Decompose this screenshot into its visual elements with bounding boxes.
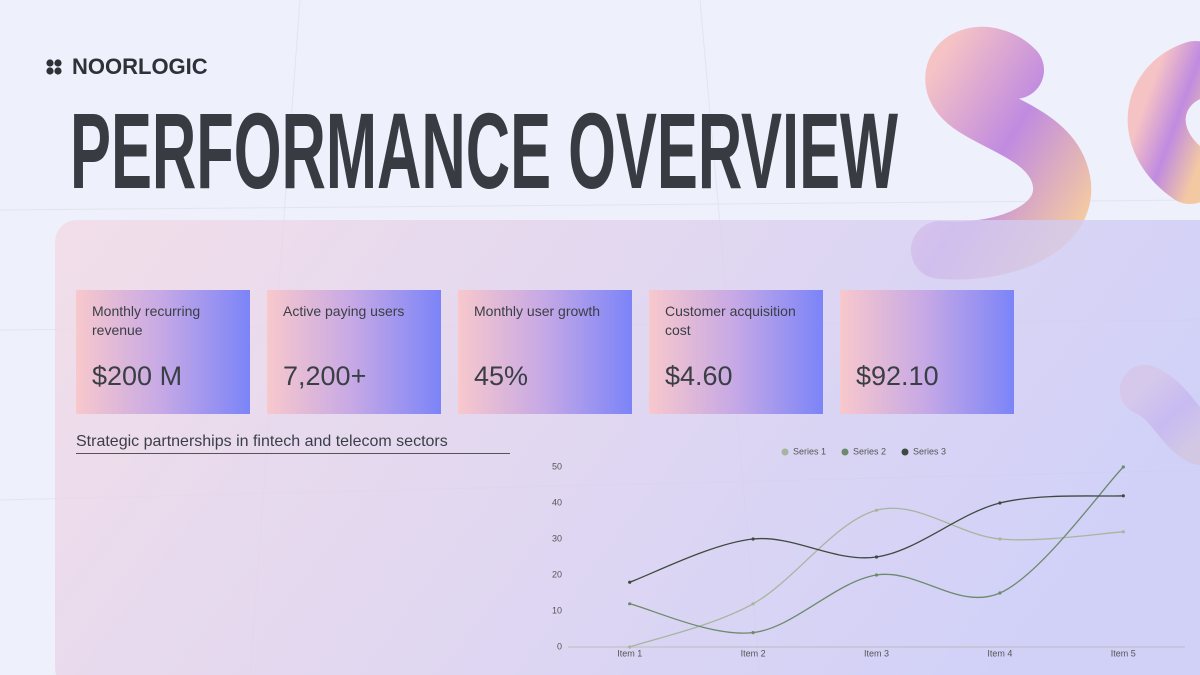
series-point [628, 580, 632, 584]
series-point [874, 508, 879, 512]
series-line [629, 466, 1124, 634]
series-point [751, 602, 755, 606]
legend-marker [841, 448, 849, 456]
note-underline [76, 453, 510, 454]
note: Strategic partnerships in fintech and te… [76, 433, 448, 450]
series-point [874, 555, 879, 559]
series-point [1121, 530, 1125, 534]
series-point [874, 573, 879, 577]
kpi-card: Monthly user growth 45% [458, 290, 632, 414]
series-point [998, 501, 1002, 505]
series-point [1121, 494, 1125, 498]
series-point [998, 591, 1002, 595]
x-tick-label: Item 5 [1111, 648, 1136, 658]
series-point [628, 602, 632, 606]
series-point [628, 645, 632, 649]
x-tick-label: Item 1 [617, 648, 642, 658]
kpi-value: $200 M [92, 361, 183, 391]
y-tick-label: 0 [557, 641, 562, 651]
kpi-value: 45% [474, 361, 529, 391]
kpi-value: 7,200+ [283, 361, 367, 391]
kpi-label: Monthly recurring revenue [92, 303, 201, 338]
kpi-card: $92.10 [840, 290, 1014, 414]
kpi-card: Active paying users 7,200+ [267, 290, 441, 414]
legend-label: Series 1 [793, 446, 826, 456]
series-point [751, 631, 755, 635]
title: PERFORMANCE OVERVIEW [70, 90, 898, 211]
legend-label: Series 3 [913, 446, 946, 456]
series-point [998, 537, 1002, 541]
kpi-label: Monthly user growth [474, 303, 601, 319]
series-point [751, 537, 755, 541]
x-tick-label: Item 2 [741, 648, 766, 658]
kpi-value: $4.60 [665, 361, 733, 391]
y-tick-label: 30 [552, 533, 562, 543]
kpi-label: Customer acquisition cost [665, 303, 796, 338]
kpi-value: $92.10 [856, 361, 939, 391]
legend-marker [901, 448, 909, 456]
y-tick-label: 20 [552, 569, 562, 579]
legend-label: Series 2 [853, 446, 886, 456]
x-tick-label: Item 3 [864, 648, 889, 658]
y-tick-label: 10 [552, 605, 562, 615]
legend-marker [781, 448, 789, 456]
x-tick-label: Item 4 [987, 648, 1012, 658]
kpi-card: Monthly recurring revenue $200 M [76, 290, 250, 414]
kpi-card: Customer acquisition cost $4.60 [649, 290, 823, 414]
logo-icon [46, 59, 62, 75]
y-tick-label: 40 [552, 497, 562, 507]
y-tick-label: 50 [552, 461, 562, 471]
brand: NOORLOGIC [72, 54, 208, 79]
kpi-label: Active paying users [283, 303, 405, 319]
series-line [629, 507, 1124, 648]
series-point [1121, 465, 1125, 469]
